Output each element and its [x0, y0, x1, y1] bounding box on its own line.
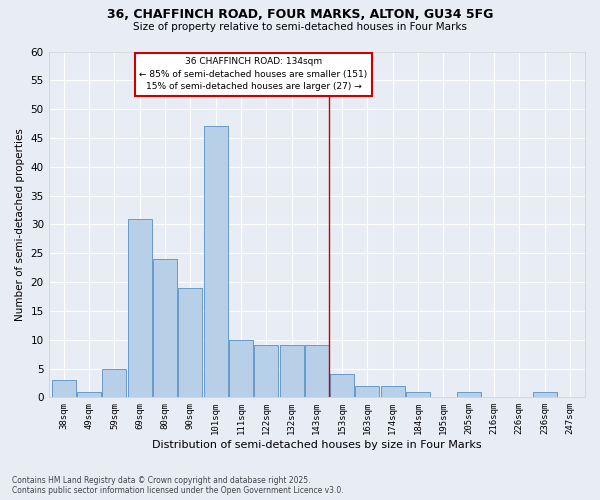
Bar — [178, 288, 202, 398]
Text: 36, CHAFFINCH ROAD, FOUR MARKS, ALTON, GU34 5FG: 36, CHAFFINCH ROAD, FOUR MARKS, ALTON, G… — [107, 8, 493, 20]
Y-axis label: Number of semi-detached properties: Number of semi-detached properties — [15, 128, 25, 321]
Bar — [457, 392, 481, 398]
Bar — [52, 380, 76, 398]
Bar — [203, 126, 227, 398]
Bar — [280, 346, 304, 398]
Bar — [103, 368, 127, 398]
X-axis label: Distribution of semi-detached houses by size in Four Marks: Distribution of semi-detached houses by … — [152, 440, 482, 450]
Bar — [229, 340, 253, 398]
Bar — [381, 386, 405, 398]
Text: 36 CHAFFINCH ROAD: 134sqm
← 85% of semi-detached houses are smaller (151)
15% of: 36 CHAFFINCH ROAD: 134sqm ← 85% of semi-… — [139, 58, 368, 92]
Bar — [533, 392, 557, 398]
Bar — [128, 218, 152, 398]
Bar — [153, 259, 177, 398]
Bar — [330, 374, 354, 398]
Bar — [305, 346, 329, 398]
Bar — [77, 392, 101, 398]
Bar — [254, 346, 278, 398]
Text: Size of property relative to semi-detached houses in Four Marks: Size of property relative to semi-detach… — [133, 22, 467, 32]
Text: Contains HM Land Registry data © Crown copyright and database right 2025.
Contai: Contains HM Land Registry data © Crown c… — [12, 476, 344, 495]
Bar — [355, 386, 379, 398]
Bar — [406, 392, 430, 398]
